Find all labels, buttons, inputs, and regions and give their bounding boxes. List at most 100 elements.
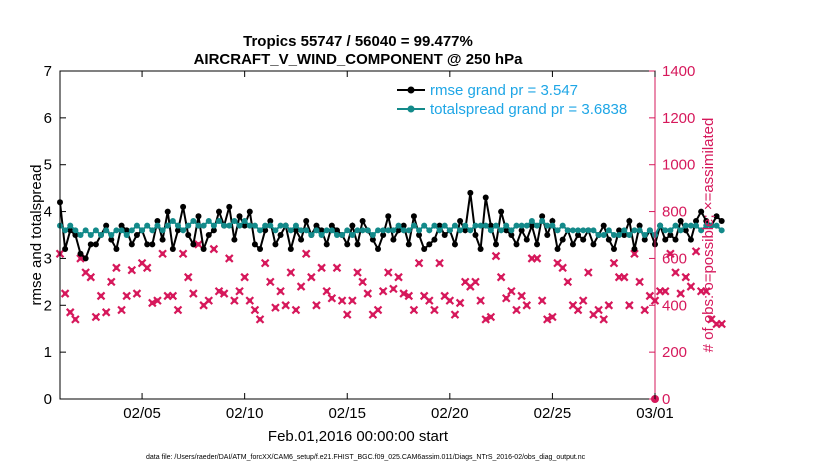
spread-point — [154, 222, 161, 229]
obs-count-dot — [416, 260, 422, 266]
rmse-point — [467, 189, 474, 196]
rmse-point — [410, 213, 417, 220]
obs-count-dot — [93, 314, 99, 320]
obs-count-dot — [103, 310, 109, 315]
obs-count-dot — [355, 270, 360, 275]
rmse-point — [441, 232, 448, 238]
spread-point — [487, 227, 494, 234]
rmse-point — [528, 222, 535, 229]
obs-count-point — [691, 247, 701, 256]
obs-count-dot — [139, 260, 145, 266]
x-axis-label: Feb.01,2016 00:00:00 start — [268, 428, 449, 445]
obs-count-point — [578, 296, 588, 305]
obs-count-dot — [534, 256, 540, 261]
spread-point — [534, 222, 541, 229]
rmse-point — [113, 246, 120, 253]
spread-point — [451, 222, 458, 229]
rmse-point — [492, 241, 499, 248]
rmse-point — [436, 222, 443, 229]
spread-point — [159, 227, 166, 234]
rmse-point — [67, 227, 74, 234]
obs-count-point — [640, 305, 650, 315]
right-tick-label: 800 — [662, 204, 687, 221]
obs-count-point — [71, 315, 80, 324]
spread-point — [231, 217, 238, 224]
spread-point — [595, 232, 602, 238]
rmse-point — [318, 227, 325, 234]
spread-point — [416, 227, 423, 234]
obs-count-point — [301, 249, 311, 259]
spread-point — [528, 217, 535, 224]
x-tick-label: 03/01 — [636, 405, 674, 422]
spread-point — [559, 222, 566, 229]
spread-point — [277, 222, 284, 229]
obs-count-point — [558, 263, 567, 273]
obs-count-point — [507, 286, 516, 296]
obs-count-dot — [478, 298, 483, 303]
rmse-point — [482, 194, 489, 201]
obs-count-dot — [698, 289, 704, 294]
obs-count-point — [563, 277, 573, 287]
spread-point — [108, 232, 115, 238]
obs-count-point — [122, 291, 131, 301]
obs-count-dot — [216, 289, 222, 294]
obs-count-point — [117, 305, 126, 315]
rmse-point — [272, 241, 279, 248]
obs-count-point — [532, 254, 542, 263]
obs-count-point — [373, 305, 383, 315]
spread-point — [482, 222, 489, 229]
right-tick-label: 200 — [662, 344, 687, 361]
y-axis-right-label: # of obs: o=possible; ×=assimilated — [700, 118, 717, 353]
obs-count-point — [65, 308, 75, 317]
spread-point — [564, 227, 571, 234]
obs-count-dot — [514, 307, 519, 313]
obs-count-point — [112, 263, 121, 273]
obs-count-point — [250, 305, 260, 315]
rmse-point — [354, 241, 361, 248]
spread-point — [344, 227, 351, 234]
spread-point — [698, 227, 705, 234]
obs-count-point — [178, 249, 188, 259]
rmse-point — [298, 236, 305, 243]
spread-point — [636, 227, 643, 234]
obs-count-dot — [678, 291, 683, 296]
spread-point — [369, 232, 376, 238]
rmse-point — [421, 246, 428, 253]
spread-point — [446, 227, 453, 234]
obs-count-dot — [401, 291, 406, 296]
left-tick-label: 2 — [44, 297, 52, 314]
rmse-point — [359, 217, 366, 224]
obs-count-point — [142, 263, 152, 273]
obs-count-dot — [437, 260, 442, 266]
obs-count-point — [702, 286, 711, 296]
obs-count-point — [481, 315, 491, 324]
rmse-point — [503, 227, 510, 234]
spread-point — [590, 227, 597, 234]
obs-count-dot — [601, 317, 606, 322]
spread-point — [580, 227, 587, 234]
left-tick-label: 1 — [44, 344, 52, 361]
rmse-point — [457, 217, 464, 224]
obs-count-dot — [98, 293, 104, 299]
spread-point — [257, 227, 264, 234]
obs-count-dot — [483, 317, 488, 322]
spread-point — [72, 227, 79, 234]
obs-count-dot — [298, 284, 304, 289]
rmse-point — [672, 236, 679, 243]
obs-count-dot — [683, 274, 688, 280]
obs-count-point — [260, 258, 270, 268]
obs-count-dot — [493, 253, 499, 259]
legend-spread-label: totalspread grand pr = 3.6838 — [430, 101, 627, 118]
obs-count-point — [573, 305, 583, 315]
obs-count-dot — [570, 303, 576, 308]
obs-count-dot — [278, 289, 283, 294]
spread-point — [349, 232, 356, 238]
obs-count-point — [219, 289, 229, 298]
obs-count-point — [486, 312, 496, 322]
obs-count-point — [276, 286, 285, 296]
rmse-point — [554, 246, 561, 253]
obs-count-point — [522, 301, 532, 310]
obs-count-point — [183, 272, 193, 282]
obs-count-dot — [345, 312, 350, 317]
obs-count-point — [224, 254, 234, 263]
